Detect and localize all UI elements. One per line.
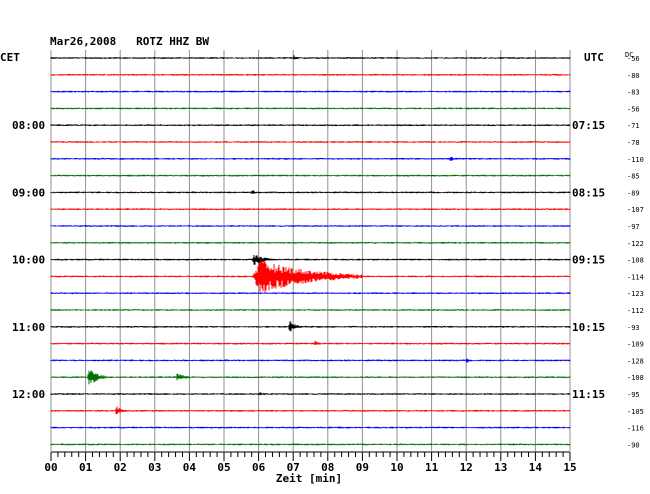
dc-offset-label: -90 [627,441,640,449]
right-time-label: 08:15 [572,186,605,199]
x-tick-label: 10 [390,461,403,474]
trace-23 [50,443,571,446]
trace-22 [50,426,571,429]
left-time-label: 12:00 [12,388,45,401]
trace-9 [50,208,571,211]
left-zone-label: CET [0,51,20,64]
x-tick-label: 00 [44,461,57,474]
dc-offset-label: -78 [627,139,640,147]
x-tick-label: 07 [287,461,300,474]
x-tick-label: 08 [321,461,334,474]
trace-13 [50,259,571,292]
trace-8 [50,190,571,194]
trace-1 [50,73,571,76]
dc-header-label: DC [625,51,633,59]
trace-4 [50,124,571,127]
dc-offset-label: -56 [627,55,640,63]
x-tick-label: 12 [460,461,473,474]
dc-offset-label: -93 [627,324,640,332]
trace-6 [50,156,571,161]
x-axis: 00 01 02 03 04 05 06 07 08 09 10 11 12 13 14 15 [44,451,577,474]
x-tick-label: 03 [148,461,161,474]
trace-2 [50,90,571,93]
trace-12 [50,255,571,265]
left-time-label: 08:00 [12,119,45,132]
dc-offset-label: -56 [627,105,640,113]
x-tick-label: 13 [494,461,507,474]
trace-0 [50,55,571,60]
x-tick-label: 15 [563,461,576,474]
trace-18 [50,358,571,363]
right-zone-label: UTC [584,51,604,64]
x-tick-label: 09 [356,461,369,474]
x-tick-label: 05 [217,461,230,474]
trace-16 [50,321,571,332]
dc-offset-label: -85 [627,173,640,181]
right-time-label: 07:15 [572,119,605,132]
trace-15 [50,309,571,311]
trace-group: -56 -80 -83 -56 -71 -78 -110 -85 -89 -107 -97 -122 -… [50,55,644,449]
right-time-label: 10:15 [572,321,605,334]
x-tick-label: 01 [79,461,93,474]
dc-offset-label: -109 [627,341,644,349]
x-axis-label: Zeit [min] [276,472,342,485]
trace-3 [50,107,571,110]
trace-21 [50,406,571,415]
trace-17 [50,340,571,345]
chart-title: Mar26,2008 ROTZ HHZ BW [50,35,209,48]
time-labels: 08:00 09:00 10:00 11:00 12:00 07:15 08:15 09:15… [12,119,605,401]
trace-11 [50,241,571,244]
dc-offset-label: -95 [627,391,640,399]
dc-offset-label: -116 [627,425,644,433]
x-tick-label: 04 [183,461,197,474]
dc-offset-label: -80 [627,72,640,80]
dc-offset-label: -123 [627,290,644,298]
dc-offset-label: -128 [627,357,644,365]
dc-offset-label: -112 [627,307,644,315]
right-time-label: 11:15 [572,388,605,401]
x-tick-label: 11 [425,461,439,474]
dc-offset-label: -114 [627,273,644,281]
dc-offset-label: -108 [627,374,644,382]
trace-10 [50,225,571,227]
x-tick-label: 14 [529,461,543,474]
dc-offset-label: -110 [627,156,644,164]
trace-7 [50,174,571,177]
dc-offset-label: -89 [627,189,640,197]
trace-19 [50,370,571,385]
time-grid [50,50,571,451]
dc-offset-label: -108 [627,257,644,265]
trace-5 [50,141,571,143]
left-time-label: 09:00 [12,186,45,199]
x-tick-label: 06 [252,461,266,474]
dc-offset-label: -71 [627,122,640,130]
x-tick-label: 02 [114,461,127,474]
dc-offset-label: -105 [627,408,644,416]
dc-offset-label: -107 [627,206,644,214]
left-time-label: 11:00 [12,321,45,334]
right-time-label: 09:15 [572,254,605,267]
dc-offset-label: -122 [627,240,644,248]
dc-offset-label: -97 [627,223,640,231]
dc-offset-label: -83 [627,89,640,97]
trace-14 [50,292,571,295]
trace-20 [50,392,571,396]
left-time-label: 10:00 [12,254,45,267]
